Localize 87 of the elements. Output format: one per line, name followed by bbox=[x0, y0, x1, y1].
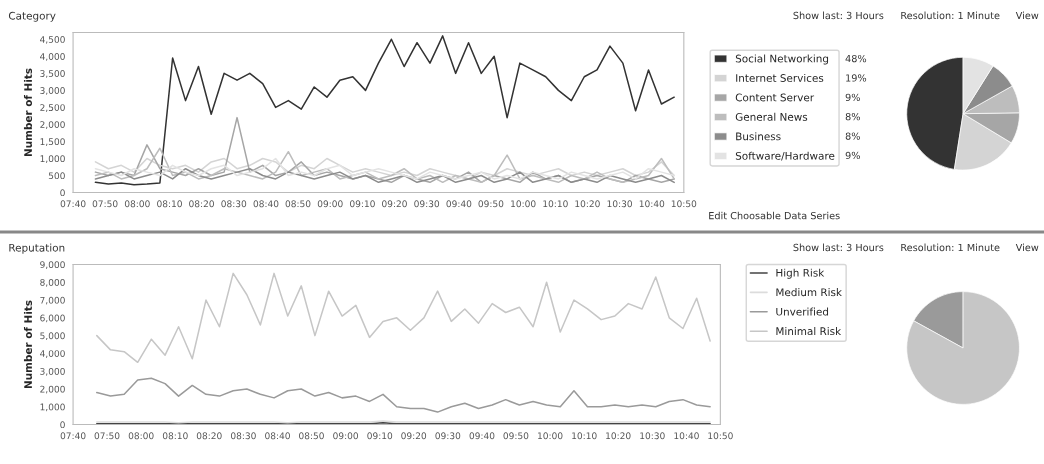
x-tick-label: 08:00 bbox=[128, 432, 154, 440]
x-tick-label: 07:50 bbox=[92, 200, 118, 208]
x-tick-label: 07:40 bbox=[60, 200, 86, 208]
x-tick-label: 10:00 bbox=[511, 200, 536, 208]
x-tick-label: 09:10 bbox=[367, 432, 393, 440]
legend-label: High Risk bbox=[776, 268, 825, 279]
x-tick-label: 10:10 bbox=[543, 200, 568, 208]
y-tick-label: 3,500 bbox=[40, 70, 65, 78]
x-tick-label: 09:10 bbox=[350, 200, 375, 208]
x-tick-label: 10:00 bbox=[538, 432, 563, 440]
legend-label: General News bbox=[735, 112, 808, 121]
x-tick-label: 10:50 bbox=[671, 200, 697, 208]
y-tick-label: 9,000 bbox=[40, 261, 65, 269]
data-label: 9% bbox=[845, 151, 860, 160]
data-label: 8% bbox=[845, 132, 860, 140]
x-tick-label: 09:40 bbox=[446, 200, 472, 208]
legend-label: Internet Services bbox=[736, 73, 824, 82]
legend-label: Business bbox=[736, 132, 781, 141]
text: Resolution: 1 Minute bbox=[901, 243, 1000, 252]
x-tick-label: 10:50 bbox=[708, 432, 733, 440]
y-tick-label: 2,000 bbox=[40, 385, 65, 394]
x-tick-label: 09:20 bbox=[401, 432, 427, 440]
data-label: 48% bbox=[845, 54, 867, 63]
x-tick-label: 09:00 bbox=[333, 432, 359, 440]
x-tick-label: 08:50 bbox=[299, 432, 324, 440]
x-tick-label: 08:30 bbox=[230, 432, 256, 440]
x-tick-label: 09:50 bbox=[478, 200, 504, 208]
text: Resolution: 1 Minute bbox=[901, 11, 1000, 20]
y-tick-label: 3,000 bbox=[40, 87, 65, 95]
x-tick-label: 09:40 bbox=[469, 432, 495, 440]
text: View bbox=[1015, 11, 1039, 20]
x-tick-label: 10:10 bbox=[572, 432, 597, 440]
x-tick-label: 10:30 bbox=[607, 200, 632, 208]
y-tick-label: 6,000 bbox=[40, 314, 65, 323]
y-tick-label: 0 bbox=[60, 421, 65, 429]
x-tick-label: 09:30 bbox=[435, 432, 461, 440]
y-tick-label: 2,000 bbox=[40, 121, 65, 129]
x-tick-label: 08:40 bbox=[253, 200, 279, 208]
x-tick-label: 07:40 bbox=[60, 432, 86, 440]
legend-label: Content Server bbox=[735, 93, 815, 102]
text: Show last: 3 Hours bbox=[793, 11, 884, 20]
y-tick-label: 1,000 bbox=[40, 403, 65, 412]
y-tick-label: 1,000 bbox=[40, 155, 65, 163]
x-tick-label: 09:50 bbox=[503, 432, 529, 440]
y-tick-label: 3,000 bbox=[40, 367, 65, 376]
x-tick-label: 08:40 bbox=[265, 432, 290, 440]
x-tick-label: 08:20 bbox=[196, 432, 222, 440]
chart-title: Category bbox=[8, 11, 56, 22]
y-tick-label: 2,500 bbox=[40, 104, 65, 112]
x-tick-label: 09:30 bbox=[414, 200, 440, 208]
x-tick-label: 08:10 bbox=[162, 432, 188, 440]
x-tick-label: 07:50 bbox=[94, 432, 120, 440]
legend-label: Minimal Risk bbox=[776, 327, 842, 336]
x-tick-label: 10:20 bbox=[606, 432, 631, 440]
data-label: 9% bbox=[845, 93, 860, 101]
y-tick-label: 0 bbox=[60, 189, 65, 197]
y-axis-title: Number of Hits bbox=[23, 300, 33, 389]
data-label: 19% bbox=[846, 74, 867, 82]
x-tick-label: 10:40 bbox=[639, 200, 665, 208]
x-tick-label: 08:10 bbox=[157, 200, 182, 208]
y-tick-label: 8,000 bbox=[40, 279, 65, 287]
y-tick-label: 500 bbox=[48, 172, 65, 180]
x-tick-label: 08:30 bbox=[221, 200, 247, 208]
x-tick-label: 09:00 bbox=[317, 200, 343, 208]
x-tick-label: 10:30 bbox=[640, 432, 665, 440]
data-label: 8% bbox=[845, 113, 860, 121]
x-tick-label: 10:20 bbox=[575, 200, 600, 208]
y-tick-label: 5,000 bbox=[40, 332, 65, 341]
y-tick-label: 1,500 bbox=[40, 138, 65, 146]
text: View bbox=[1015, 243, 1039, 252]
chart-title: Reputation bbox=[9, 243, 65, 254]
legend-label: Medium Risk bbox=[776, 288, 842, 297]
legend-label: Social Networking bbox=[735, 54, 829, 65]
legend-label: Software/Hardware bbox=[735, 151, 835, 161]
text: Show last: 3 Hours bbox=[793, 243, 884, 252]
x-tick-label: 08:20 bbox=[189, 200, 214, 208]
y-tick-label: 4,000 bbox=[40, 350, 65, 358]
y-tick-label: 7,000 bbox=[40, 296, 65, 305]
text: Edit Choosable Data Series bbox=[709, 211, 840, 220]
y-tick-label: 4,000 bbox=[40, 53, 65, 61]
x-tick-label: 09:20 bbox=[382, 200, 407, 208]
legend-label: Unverified bbox=[776, 307, 829, 316]
x-tick-label: 08:50 bbox=[285, 200, 311, 208]
x-tick-label: 08:00 bbox=[124, 200, 150, 208]
y-axis-title: Number of Hits bbox=[23, 68, 33, 157]
x-tick-label: 10:40 bbox=[674, 432, 699, 440]
y-tick-label: 4,500 bbox=[40, 36, 65, 44]
